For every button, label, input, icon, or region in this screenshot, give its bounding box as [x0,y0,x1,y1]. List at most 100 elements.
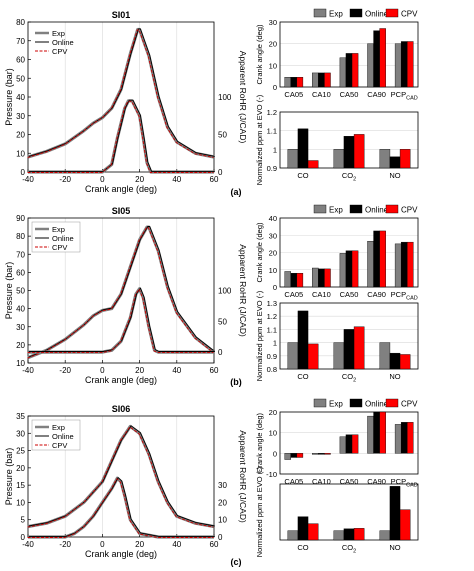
bar-exp [394,243,402,288]
bar-cpv [307,160,319,169]
panel-label: (b) [230,377,242,387]
x-tick-label: 40 [172,175,181,184]
y-axis-label: Normalized ppm at EVO (-) [255,466,264,557]
pressure-cpv-line [27,29,214,158]
y-tick-label: 20 [269,249,277,258]
rohr-cpv-line [27,100,214,173]
bar-exp [339,436,347,454]
y-tick-label: 70 [16,37,25,46]
category-label: CO [297,171,308,180]
bar-cpv [399,149,411,169]
legend-label-online: Online [365,400,389,409]
x-axis-label: Crank angle (deg) [85,375,157,385]
x-tick-label: 60 [210,175,219,184]
right-axis-label: Apparent RoHR (J/CAD) [238,51,248,144]
bar-exp [287,149,299,169]
bar-cpv [353,528,365,541]
y-tick-label: 50 [16,287,25,296]
bar-cpv [407,241,414,288]
right-tick-label: 0 [218,168,223,177]
bar-online [343,329,355,370]
category-label: CA10 [312,477,331,486]
rohr-exp-line [28,99,214,174]
bar-exp [379,149,391,169]
y-tick-label: 80 [16,232,25,241]
legend-label-cpv: CPV [52,47,67,56]
x-tick-label: -20 [59,366,71,375]
subscript: 2 [353,177,356,183]
y-axis-label: Normalized ppm at EVO (-) [255,94,264,185]
subscript: CAD [406,296,418,302]
bar-cpv [351,434,359,454]
y-tick-label: 10 [16,359,25,368]
right-tick-label: 0 [218,348,223,357]
y-tick-label: 0.9 [267,164,277,173]
right-tick-label: 20 [218,498,227,507]
category-label: CO2 [342,372,356,384]
x-tick-label: 20 [135,540,144,549]
y-axis-label: Crank angle (deg) [255,222,264,283]
bar-online [389,486,401,541]
y-tick-label: 35 [16,412,25,421]
bar-exp [287,530,299,541]
legend-swatch-exp [313,8,327,18]
y-tick-label: 10 [16,498,25,507]
rohr-cpv-line [27,478,214,538]
bar-cpv [307,343,319,370]
bar-cpv [379,230,386,288]
bar-cpv [296,453,304,458]
y-tick-label: 20 [269,408,277,417]
y-axis-label: Normalized ppm at EVO (-) [255,290,264,381]
legend-swatch-online [349,204,363,214]
bar-chart-emissions: 0.8 0.9 1 1.1 1.2 1.3 CO CO2 NO Normalized ppm at… [255,290,419,384]
y-tick-label: 0 [273,449,277,458]
legend-swatch-online [349,398,363,408]
bar-cpv [353,326,365,370]
legend-swatch-cpv [385,398,399,408]
bar-exp [287,342,299,370]
bar-chart-crank-angle: 0 10 20 30 40 CA05 CA10 CA50 CA90 PCPCAD Crank ang… [255,204,419,302]
category-label: CA90 [367,90,386,99]
y-tick-label: 20 [16,341,25,350]
right-tick-label: 100 [218,93,232,102]
bar-cpv [399,354,411,370]
bar-online [318,268,325,288]
bar-chart-crank-angle: -10 0 10 20 CA05 CA10 CA50 CA90 PCPCAD Crank angl… [255,398,419,489]
legend-swatch-exp [313,204,327,214]
y-axis-label: Pressure (bar) [4,68,14,126]
bar-online [389,352,401,370]
right-tick-label: 50 [218,317,227,326]
legend-swatch-online [349,8,363,18]
bar-online [290,453,298,458]
bar-exp [312,267,319,288]
y-tick-label: 20 [16,464,25,473]
bar-exp [367,241,374,288]
x-axis-label: Crank angle (deg) [85,549,157,559]
bar-exp [284,77,291,88]
rohr-exp-line [28,287,214,354]
y-tick-label: 30 [16,429,25,438]
category-label: CO [297,543,308,552]
bar-exp [339,253,347,288]
bar-cpv [307,523,319,541]
bar-online [373,411,380,454]
legend-label-online: Online [52,38,74,47]
y-tick-label: 40 [269,214,277,223]
bar-online [389,156,401,169]
y-tick-label: 0 [273,283,277,292]
category-label: CA10 [312,90,331,99]
x-tick-label: 0 [100,175,105,184]
bar-online [318,72,325,88]
y-tick-label: 30 [16,323,25,332]
y-tick-label: 40 [16,93,25,102]
x-tick-label: 60 [210,366,219,375]
bar-online [345,434,353,454]
bar-cpv [351,250,359,288]
legend-swatch-exp [313,398,327,408]
bar-cpv [351,53,359,88]
y-tick-label: 60 [16,56,25,65]
legend-label-cpv: CPV [401,400,418,409]
y-tick-label: 90 [16,214,25,223]
y-tick-label: 10 [269,266,277,275]
category-label: CA50 [340,290,359,299]
